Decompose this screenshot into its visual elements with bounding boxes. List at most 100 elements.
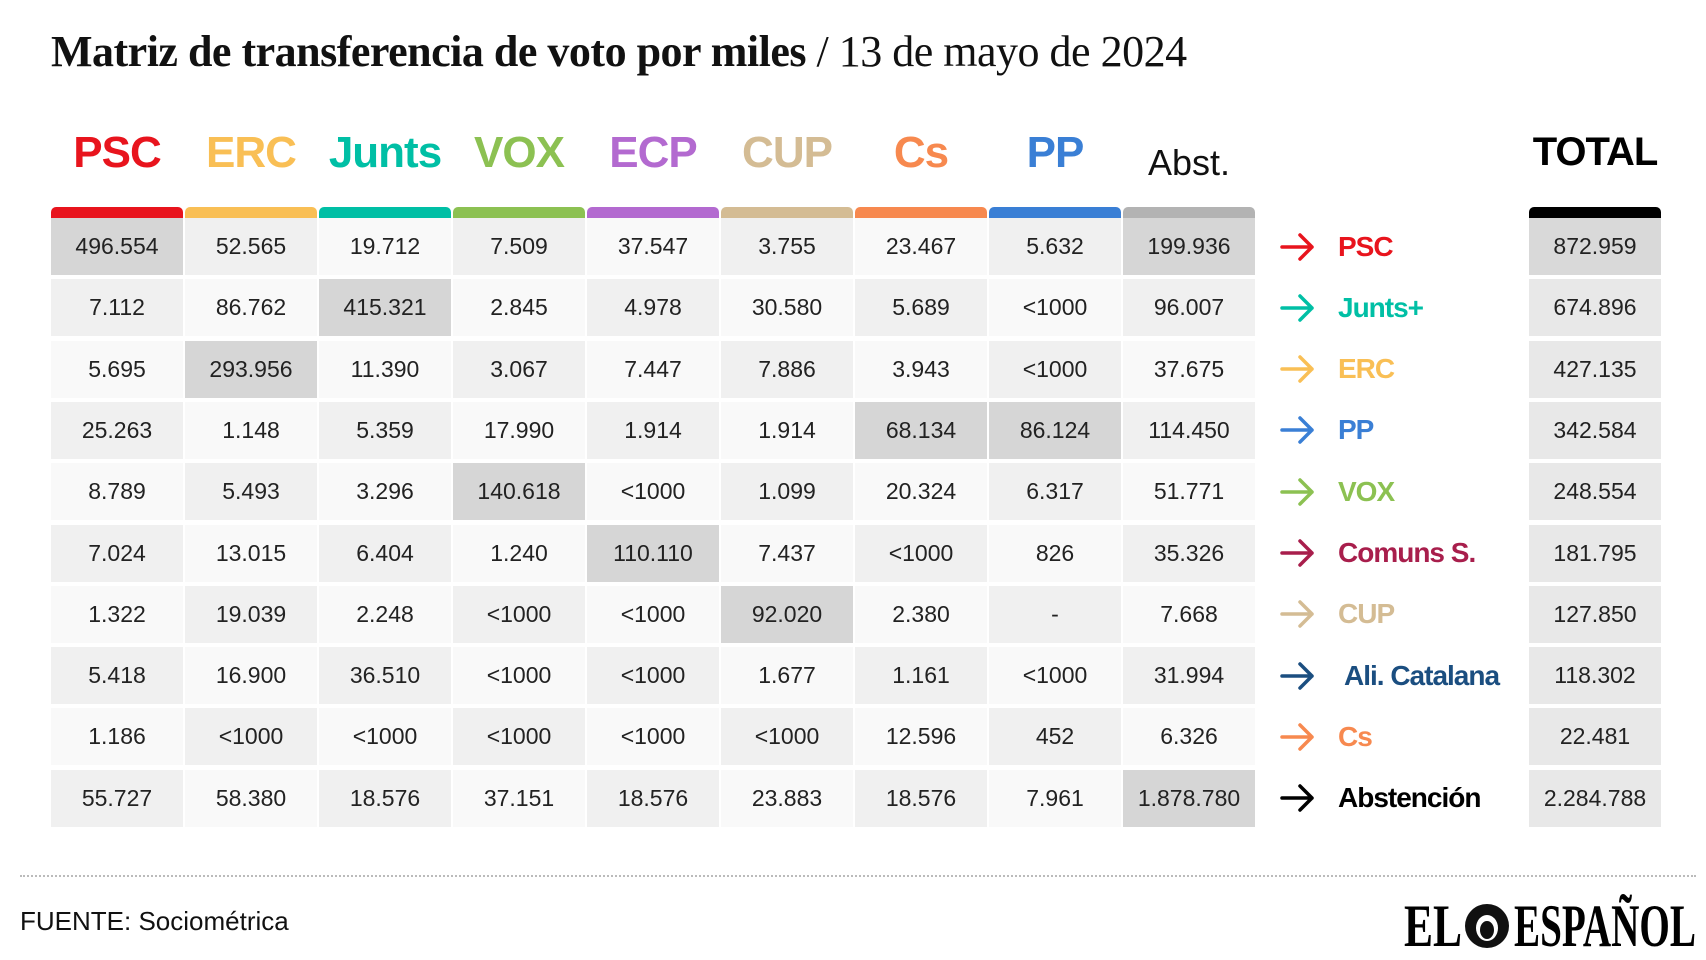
arrow-right-icon: [1280, 661, 1314, 690]
matrix-cell: 3.067: [453, 340, 585, 398]
matrix-cell: 23.467: [855, 218, 987, 275]
matrix-cell: 1.099: [721, 463, 853, 521]
arrow-right-icon: [1280, 723, 1314, 751]
row-party-name: PP: [1338, 414, 1374, 446]
row-party-name: Cs: [1338, 720, 1373, 752]
column-color-bar: [185, 207, 317, 218]
title-subtitle: / 13 de mayo de 2024: [816, 27, 1188, 76]
column-color-bar: [855, 207, 987, 218]
row-party-name: Ali. Catalana: [1344, 659, 1500, 691]
arrow-right-icon: [1280, 355, 1314, 383]
matrix-cell: 30.580: [721, 279, 853, 337]
row-label: VOX: [1280, 463, 1395, 520]
total-cell: 248.554: [1529, 463, 1661, 521]
matrix-cell: 58.380: [185, 769, 317, 827]
matrix-cell: 7.961: [989, 769, 1121, 827]
total-cell: 674.896: [1529, 279, 1661, 337]
column-color-bar: [587, 207, 719, 218]
total-cell: 342.584: [1529, 401, 1661, 459]
svg-text:ESPAÑOL: ESPAÑOL: [1514, 893, 1696, 954]
matrix-cell: 8.789: [51, 463, 183, 521]
matrix-cell: <1000: [587, 463, 719, 521]
matrix-cell: 110.110: [587, 524, 719, 582]
matrix-cell: 2.845: [453, 279, 585, 337]
column-header-cup: CUP: [742, 128, 833, 177]
row-label: Cs: [1280, 708, 1373, 765]
total-cell: 427.135: [1529, 340, 1661, 398]
matrix-cell: <1000: [453, 647, 585, 705]
row-label: Comuns S.: [1280, 525, 1476, 582]
matrix-cell: 1.322: [51, 585, 183, 643]
column-color-bar: [51, 207, 183, 218]
matrix-cell: 37.151: [453, 769, 585, 827]
matrix-cell: 293.956: [185, 340, 317, 398]
row-label: Abstención: [1280, 770, 1481, 827]
matrix-cell: 1.240: [453, 524, 585, 582]
total-cell: 127.850: [1529, 585, 1661, 643]
matrix-cell: 12.596: [855, 708, 987, 766]
row-label: ERC: [1280, 341, 1395, 398]
matrix-cell: 2.380: [855, 585, 987, 643]
matrix-cell: <1000: [587, 647, 719, 705]
matrix-cell: 7.509: [453, 218, 585, 275]
matrix-cell: 5.493: [185, 463, 317, 521]
column-color-bar: [1123, 207, 1255, 218]
total-cell: 22.481: [1529, 708, 1661, 766]
matrix-cell: 114.450: [1123, 401, 1255, 459]
page-title: Matriz de transferencia de voto por mile…: [51, 26, 1187, 77]
matrix-cell: <1000: [587, 585, 719, 643]
column-color-bar: [989, 207, 1121, 218]
row-party-name: Abstención: [1338, 782, 1481, 814]
matrix-cell: 7.447: [587, 340, 719, 398]
row-label: PSC: [1280, 218, 1394, 275]
matrix-cell: 199.936: [1123, 218, 1255, 275]
row-party-name: PSC: [1338, 230, 1394, 262]
matrix-cell: <1000: [855, 524, 987, 582]
column-header-erc: ERC: [206, 128, 297, 177]
matrix-cell: 86.124: [989, 401, 1121, 459]
matrix-cell: 5.359: [319, 401, 451, 459]
matrix-cell: 5.689: [855, 279, 987, 337]
column-header-vox: VOX: [474, 128, 565, 177]
total-color-bar: [1529, 207, 1661, 218]
matrix-cell: 35.326: [1123, 524, 1255, 582]
column-color-bar: [319, 207, 451, 218]
matrix-cell: 7.886: [721, 340, 853, 398]
matrix-cell: 31.994: [1123, 647, 1255, 705]
divider: [20, 875, 1696, 877]
matrix-cell: <1000: [185, 708, 317, 766]
matrix-cell: 13.015: [185, 524, 317, 582]
matrix-cell: 7.112: [51, 279, 183, 337]
total-cell: 2.284.788: [1529, 769, 1661, 827]
matrix-cell: 55.727: [51, 769, 183, 827]
title-main: Matriz de transferencia de voto por mile…: [51, 27, 807, 76]
column-header-junts: Junts: [328, 128, 442, 177]
row-party-name: CUP: [1338, 598, 1395, 630]
matrix-cell: 496.554: [51, 218, 183, 275]
lion-icon: [1465, 904, 1509, 948]
matrix-cell: 3.296: [319, 463, 451, 521]
matrix-cell: 52.565: [185, 218, 317, 275]
column-color-bar: [721, 207, 853, 218]
matrix-cell: -: [989, 585, 1121, 643]
matrix-cell: 18.576: [587, 769, 719, 827]
matrix-cell: 25.263: [51, 401, 183, 459]
matrix-cell: 1.914: [587, 401, 719, 459]
arrow-right-icon: [1280, 477, 1314, 506]
matrix-cell: 5.632: [989, 218, 1121, 275]
matrix-cell: 19.712: [319, 218, 451, 275]
matrix-cell: 37.675: [1123, 340, 1255, 398]
source-note: FUENTE: Sociométrica: [20, 906, 289, 936]
arrow-right-icon: [1280, 600, 1314, 629]
matrix-cell: 6.317: [989, 463, 1121, 521]
row-party-name: Comuns S.: [1338, 537, 1476, 568]
row-party-name: ERC: [1338, 353, 1395, 385]
row-label: Ali. Catalana: [1280, 647, 1500, 704]
matrix-cell: 17.990: [453, 401, 585, 459]
matrix-cell: 1.878.780: [1123, 769, 1255, 827]
matrix-cell: 3.943: [855, 340, 987, 398]
matrix-cell: 452: [989, 708, 1121, 766]
matrix-cell: <1000: [453, 708, 585, 766]
matrix-cell: 7.437: [721, 524, 853, 582]
matrix-cell: <1000: [989, 279, 1121, 337]
